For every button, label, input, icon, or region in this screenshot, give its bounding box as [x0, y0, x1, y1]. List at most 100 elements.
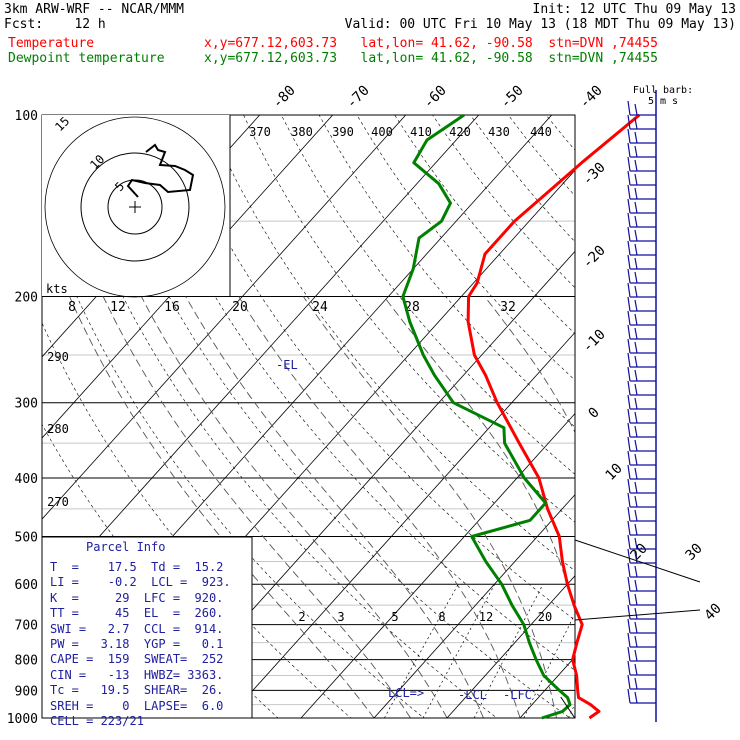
temperature-legend-label: Temperature: [8, 36, 95, 51]
hodograph-ring: [80, 152, 190, 262]
mixing-ratio-label: 12: [479, 610, 493, 624]
wind-barb-flag: [627, 674, 631, 690]
wind-barb-flag: [627, 688, 631, 704]
isotherm-line: [446, 575, 575, 718]
wind-barb-flag: [634, 341, 638, 354]
pressure-label: 300: [15, 397, 38, 412]
theta-label: 290: [47, 350, 69, 364]
wind-barb-flag: [627, 170, 631, 186]
wind-barb-flag: [627, 632, 631, 648]
isotherm-line: [519, 656, 575, 718]
wind-barb-flag: [627, 114, 631, 130]
wind-barb-flag: [627, 366, 631, 382]
wind-barb-flag: [634, 285, 638, 298]
wind-barb-flag: [627, 380, 631, 396]
forecast-hour: Fcst: 12 h: [4, 17, 106, 32]
el-annotation: -EL: [276, 358, 298, 372]
parcel-info-row: Tc = 19.5 SHEAR= 26.: [50, 683, 224, 698]
lcl-annotation: -LCL: [458, 688, 487, 702]
isotherm-label: 0: [586, 405, 603, 422]
wind-barb-flag: [634, 439, 638, 452]
isotherm-line: [582, 87, 740, 730]
wind-barb-flag: [634, 271, 638, 284]
wind-barb-flag: [627, 128, 631, 144]
moist-adiabat: [185, 296, 484, 718]
moist-adiabat: [238, 296, 521, 718]
wind-barb-flag: [634, 537, 638, 550]
wind-barb-flag: [634, 131, 638, 144]
wind-barb-flag: [627, 450, 631, 466]
lfc-annotation: -LFC: [503, 688, 532, 702]
dewpoint-legend-label: Dewpoint temperature: [8, 51, 165, 66]
wind-barb-flag: [627, 646, 631, 662]
dewpoint-legend-info: x,y=677.12,603.73 lat,lon= 41.62, -90.58…: [204, 51, 658, 66]
wind-legend-unit: 5 m s: [648, 96, 678, 107]
wind-barb-flag: [634, 677, 638, 690]
wind-barb-flag: [627, 604, 631, 620]
temperature-line: [466, 113, 641, 720]
moist-adiabat: [703, 297, 723, 719]
wind-barb-flag: [634, 327, 638, 340]
theta-label: 400: [371, 125, 393, 139]
wind-barb-flag: [627, 576, 631, 592]
parcel-info-row: T = 17.5 Td = 15.2: [50, 560, 224, 574]
dry-adiabat: [167, 115, 575, 621]
pressure-label: 700: [15, 619, 38, 634]
isotherm-line: [42, 115, 407, 520]
wind-barb-flag: [634, 355, 638, 368]
pressure-label: 800: [15, 654, 38, 669]
wind-barb-flag: [627, 534, 631, 550]
wind-barb-flag: [634, 621, 638, 634]
wind-barb-flag: [634, 565, 638, 578]
wind-barb-flag: [627, 352, 631, 368]
parcel-info-row: SWI = 2.7 CCL = 914.: [50, 621, 224, 636]
mixing-ratio-label: 20: [538, 610, 552, 624]
isotherm-line: [227, 331, 575, 718]
wind-barb-flag: [627, 198, 631, 214]
mixing-ratio-label: 2: [298, 610, 305, 624]
theta-label: 420: [449, 125, 471, 139]
wind-barb-flag: [634, 425, 638, 438]
isotherm-label: -30: [580, 160, 609, 189]
isotherm-line: [42, 115, 334, 439]
wind-barb-flag: [627, 548, 631, 564]
mixing-ratio-line: [473, 584, 544, 718]
dry-adiabat: [42, 207, 425, 718]
wind-barb-flag: [627, 436, 631, 452]
wind-barb-flag: [627, 268, 631, 284]
theta-label: 440: [530, 125, 552, 139]
theta-label: 390: [332, 125, 354, 139]
pressure-label: 900: [15, 684, 38, 699]
wind-barb-flag: [634, 383, 638, 396]
wind-barb-flag: [627, 506, 631, 522]
theta-label: 270: [47, 495, 69, 509]
dry-adiabat: [708, 87, 740, 730]
dry-adiabat: [280, 115, 575, 475]
hodograph-speed-label: 16: [164, 300, 180, 315]
wind-barb-flag: [627, 590, 631, 606]
theta-label: 430: [488, 125, 510, 139]
wind-barb-flag: [627, 618, 631, 634]
wind-barb-flag: [634, 663, 638, 676]
dry-adiabat: [91, 115, 571, 718]
wind-barb-flag: [634, 411, 638, 424]
isotherm-label: 10: [603, 461, 626, 484]
mixing-ratio-line: [523, 613, 575, 718]
dry-adiabat: [672, 87, 740, 730]
hodograph-speed-label: 8: [68, 300, 76, 315]
wind-barb-flag: [634, 145, 638, 158]
mixing-ratio-label: 5: [391, 610, 398, 624]
wind-barb-flag: [634, 635, 638, 648]
model-title: 3km ARW-WRF -- NCAR/MMM: [4, 2, 185, 17]
wind-barb-flag: [634, 173, 638, 186]
wind-barb-flag: [634, 691, 638, 704]
hodograph-trace: [126, 143, 195, 198]
parcel-info-row: CELL = 223/21: [50, 714, 144, 728]
isotherm-line: [373, 494, 575, 718]
isotherm-line: [655, 87, 740, 730]
wind-barb-flag: [627, 212, 631, 228]
isotherm-label: -50: [498, 83, 527, 112]
wind-barb-flag: [634, 509, 638, 522]
moist-adiabat: [69, 296, 375, 718]
hodograph-unit-label: kts: [46, 282, 68, 296]
